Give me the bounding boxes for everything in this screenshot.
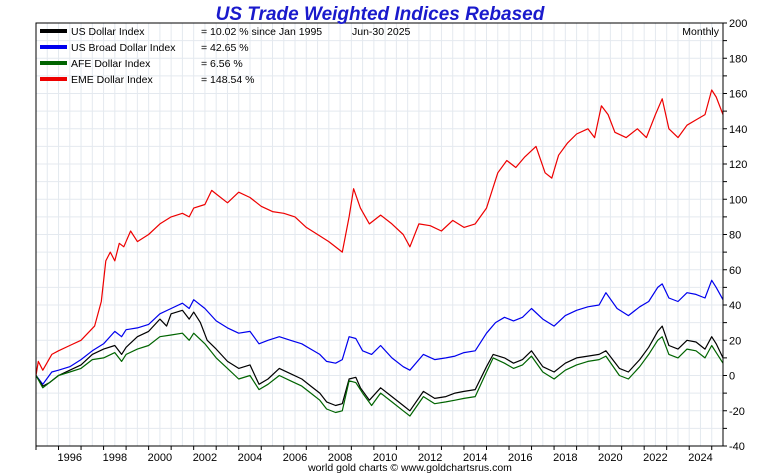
y-tick-label: 20: [729, 335, 741, 347]
date-label: Jun-30 2025: [352, 26, 411, 38]
series-line-afe-dollar-index: [35, 332, 724, 417]
x-tick-label: 2022: [643, 452, 667, 464]
legend-value: = 42.65 %: [201, 42, 249, 54]
y-tick-label: 180: [729, 53, 747, 65]
gridlines: [35, 22, 724, 447]
y-tick-label: -40: [729, 441, 745, 453]
series-lines: [35, 89, 724, 417]
x-tick-label: 2000: [148, 452, 172, 464]
y-tick-label: -20: [729, 406, 745, 418]
legend-value: = 6.56 %: [201, 58, 243, 70]
x-tick-label: 2012: [418, 452, 442, 464]
x-tick-label: 2010: [373, 452, 397, 464]
x-tick-label: 2020: [598, 452, 622, 464]
x-tick-label: 2008: [328, 452, 352, 464]
x-tick-label: 2006: [283, 452, 307, 464]
x-tick-label: 2016: [508, 452, 532, 464]
legend-label: US Dollar Index: [71, 26, 145, 38]
legend: US Dollar Index = 10.02 % since Jan 1995 U…: [40, 26, 322, 86]
series-line-us-broad-dollar-index: [35, 279, 724, 385]
legend-label: US Broad Dollar Index: [71, 42, 176, 54]
legend-label: AFE Dollar Index: [71, 58, 151, 70]
legend-value: = 148.54 %: [201, 74, 254, 86]
x-tick-label: 1996: [58, 452, 82, 464]
legend-value: = 10.02 % since Jan 1995: [201, 26, 322, 38]
x-tick-label: 2004: [238, 452, 262, 464]
x-tick-label: 2018: [553, 452, 577, 464]
x-tick-label: 1998: [103, 452, 127, 464]
y-tick-label: 120: [729, 159, 747, 171]
y-tick-label: 200: [729, 18, 747, 30]
y-axis: -40 -20 0 20 40 60 80 100 120 140 160 180 200: [723, 18, 747, 453]
y-tick-label: 140: [729, 124, 747, 136]
legend-label: EME Dollar Index: [71, 74, 153, 86]
series-line-eme-dollar-index: [35, 89, 724, 376]
x-axis: 1996 1998 2000 2002 2004 2006 2008 2010 2012 2014…: [35, 446, 713, 464]
y-tick-label: 100: [729, 194, 747, 206]
footer-credit: world gold charts © www.goldchartsrus.co…: [307, 462, 512, 474]
chart-title: US Trade Weighted Indices Rebased: [216, 4, 545, 25]
y-tick-label: 40: [729, 300, 741, 312]
y-tick-label: 160: [729, 89, 747, 101]
y-tick-label: 0: [729, 371, 735, 383]
series-line-us-dollar-index: [35, 309, 724, 412]
frequency-label: Monthly: [682, 26, 720, 38]
x-tick-label: 2024: [688, 452, 712, 464]
x-tick-label: 2014: [463, 452, 487, 464]
x-tick-label: 2002: [193, 452, 217, 464]
y-tick-label: 60: [729, 265, 741, 277]
y-tick-label: 80: [729, 230, 741, 242]
